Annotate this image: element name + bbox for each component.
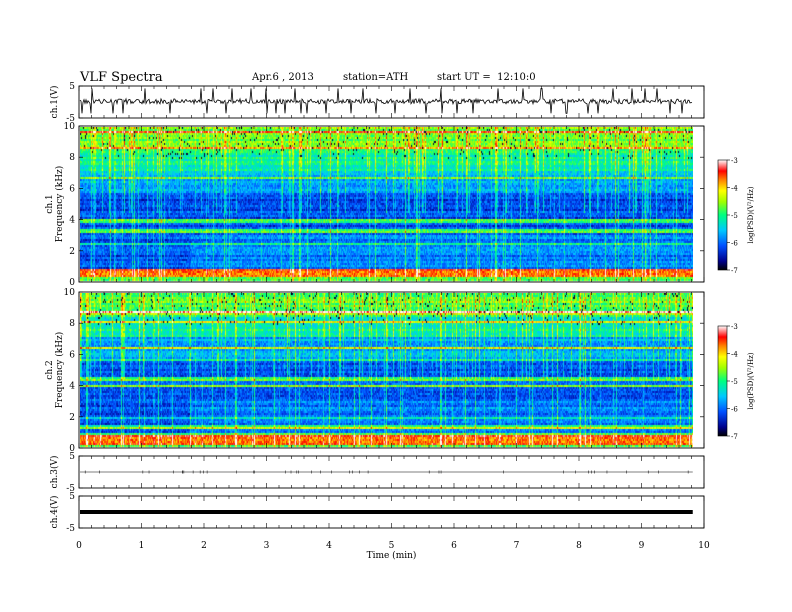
ch1-spectrogram-ytick-label: 2: [69, 247, 75, 257]
ch2-spectrogram-colorbar-tick-label: -5: [731, 378, 738, 386]
chart-title: VLF Spectra: [80, 70, 163, 85]
x-tick-label: 4: [326, 541, 332, 551]
ch1-spectrogram-ytick-label: 0: [69, 278, 75, 288]
ch2-spectrogram-colorbar-tick-label: -6: [731, 406, 738, 414]
ch1-spectrogram-ylabel: ch.1Frequency (kHz): [45, 166, 65, 243]
ch1-waveform-trace: [79, 88, 693, 114]
ch1-spectrogram-image: [80, 127, 693, 282]
ch1-spectrogram-colorbar-tick-label: -5: [731, 212, 738, 220]
ch1-spectrogram-colorbar-tick-label: -4: [731, 185, 738, 193]
ch2-spectrogram-ylabel: ch.2Frequency (kHz): [45, 332, 65, 409]
ch2-spectrogram-ytick-label: 10: [64, 288, 76, 298]
ch1-waveform-ytick-label: -5: [66, 114, 75, 124]
ch2-spectrogram-colorbar-label: log(PSD)(V²/Hz): [747, 352, 755, 409]
x-tick-label: 3: [264, 541, 270, 551]
ch1-spectrogram-ytick-label: 4: [69, 216, 75, 226]
ch4-waveform-ylabel: ch.4(V): [49, 496, 60, 529]
ch2-spectrogram-ytick-label: 8: [69, 319, 75, 329]
ch3-waveform-ytick-label: -5: [66, 484, 75, 494]
ch1-spectrogram-colorbar-tick-label: -6: [731, 240, 738, 248]
date-label: Apr.6 , 2013: [252, 72, 314, 83]
ch4-waveform-ytick-label: 5: [69, 492, 75, 502]
ch1-waveform-ytick-label: 5: [69, 82, 75, 92]
start-time-label: start UT = 12:10:0: [437, 72, 536, 83]
ch2-spectrogram-colorbar-tick-label: -3: [731, 323, 738, 331]
x-tick-label: 1: [139, 541, 145, 551]
ch2-spectrogram-image: [80, 293, 693, 448]
x-tick-label: 6: [451, 541, 457, 551]
ch2-spectrogram-colorbar-tick-label: -4: [731, 351, 738, 359]
ch3-waveform-ytick-label: 5: [69, 452, 75, 462]
ch1-waveform-ylabel: ch.1(V): [49, 86, 60, 119]
x-tick-label: 5: [389, 541, 395, 551]
ch4-waveform-ytick-label: -5: [66, 524, 75, 534]
x-tick-label: 10: [698, 541, 710, 551]
x-tick-label: 7: [514, 541, 520, 551]
x-tick-label: 0: [76, 541, 82, 551]
ch1-spectrogram-colorbar-label: log(PSD)(V²/Hz): [747, 186, 755, 243]
ch2-spectrogram-ytick-label: 6: [69, 350, 75, 360]
station-label: station=ATH: [343, 72, 409, 83]
ch1-spectrogram-ytick-label: 6: [69, 184, 75, 194]
ch2-spectrogram-ytick-label: 0: [69, 444, 75, 454]
x-tick-label: 2: [201, 541, 207, 551]
ch2-spectrogram-colorbar-tick-label: -7: [731, 433, 738, 441]
ch2-spectrogram-ytick-label: 4: [69, 382, 75, 392]
ch1-spectrogram-colorbar: [717, 159, 728, 271]
ch1-spectrogram-colorbar-tick-label: -7: [731, 267, 738, 275]
ch4-waveform-trace: [80, 510, 693, 514]
ch2-spectrogram-colorbar: [717, 325, 728, 437]
ch2-spectrogram-ytick-label: 2: [69, 413, 75, 423]
ch1-spectrogram-ytick-label: 10: [64, 122, 76, 132]
ch1-spectrogram-colorbar-tick-label: -3: [731, 157, 738, 165]
ch3-waveform-ylabel: ch.3(V): [49, 456, 60, 489]
x-tick-label: 8: [576, 541, 582, 551]
ch1-spectrogram-ytick-label: 8: [69, 153, 75, 163]
x-axis-label: Time (min): [367, 550, 417, 561]
x-tick-label: 9: [639, 541, 645, 551]
